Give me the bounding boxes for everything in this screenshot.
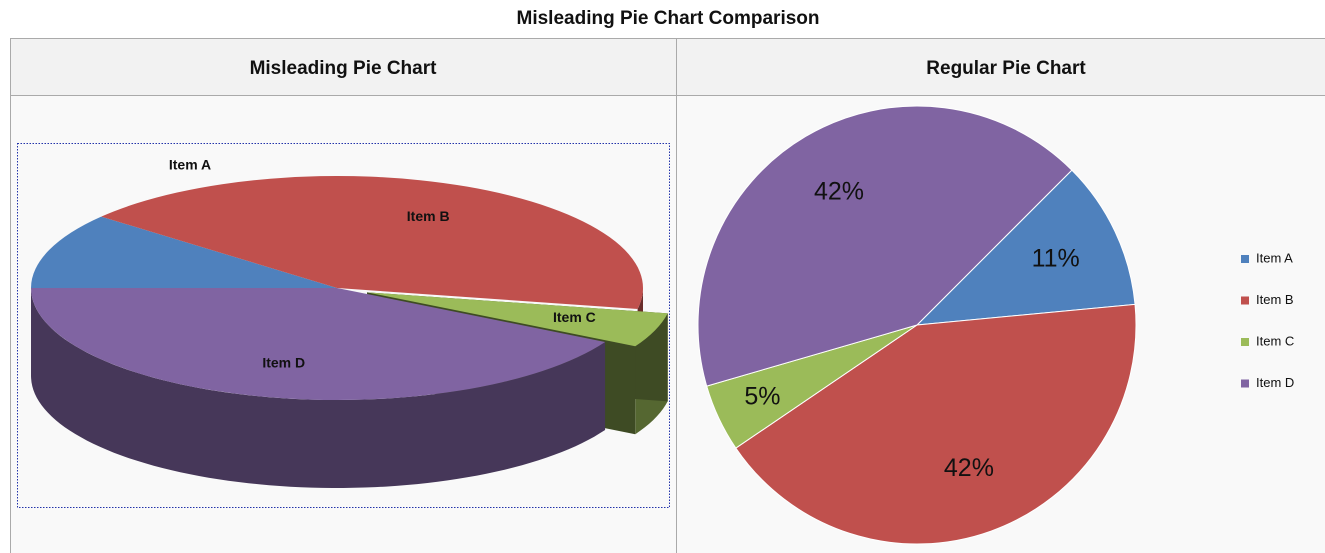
page-title: Misleading Pie Chart Comparison	[517, 8, 820, 29]
legend-swatch	[1241, 338, 1249, 346]
slice	[915, 169, 1136, 326]
column-header: Regular Pie Chart	[926, 58, 1086, 79]
slice	[31, 288, 606, 400]
slice-label: Item B	[407, 208, 450, 224]
data-label: 42%	[944, 454, 994, 482]
slice-wall	[31, 288, 606, 488]
legend-label: Item B	[1256, 292, 1294, 307]
legend-swatch	[1241, 255, 1249, 263]
slice	[697, 105, 1073, 387]
selection-frame	[17, 143, 670, 508]
legend-label: Item A	[1256, 250, 1293, 265]
data-label: 11%	[1032, 244, 1080, 272]
slice	[735, 303, 1137, 545]
column-header: Misleading Pie Chart	[250, 58, 438, 79]
slice	[31, 216, 337, 288]
slice	[367, 292, 668, 347]
slice-label: Item C	[553, 309, 596, 325]
slice-label: Item D	[262, 355, 305, 371]
slice-label: Item A	[169, 157, 211, 173]
legend-swatch	[1241, 379, 1249, 388]
legend-label: Item C	[1256, 333, 1294, 348]
data-label: 42%	[814, 178, 864, 206]
header-row	[11, 39, 1325, 95]
legend-label: Item D	[1256, 375, 1294, 390]
data-label: 5%	[744, 382, 780, 410]
legend-swatch	[1241, 296, 1249, 305]
slice	[101, 176, 643, 309]
